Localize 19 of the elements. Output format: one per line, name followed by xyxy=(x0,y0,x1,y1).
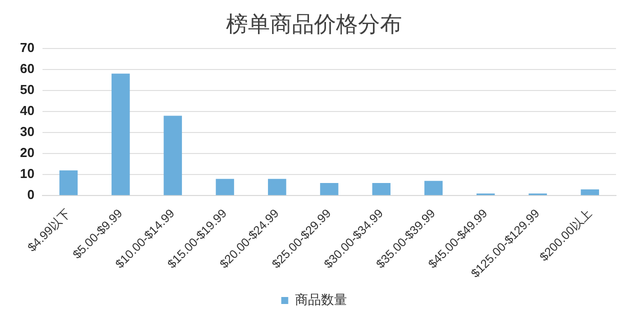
bar xyxy=(424,180,443,196)
bar xyxy=(59,170,78,196)
y-tick-label: 50 xyxy=(20,82,34,98)
bar xyxy=(216,178,234,196)
bar xyxy=(164,116,182,196)
bar xyxy=(268,178,286,196)
bar xyxy=(112,74,130,196)
chart-title: 榜单商品价格分布 xyxy=(226,11,402,36)
y-tick-label: 0 xyxy=(27,187,34,202)
bar xyxy=(320,183,338,196)
bar xyxy=(580,189,600,196)
y-tick-label: 10 xyxy=(20,166,34,182)
y-tick-label: 30 xyxy=(20,124,34,140)
y-tick-label: 60 xyxy=(20,61,34,76)
y-tick-label: 70 xyxy=(20,40,34,55)
y-tick-label: 40 xyxy=(20,103,34,118)
y-tick-label: 20 xyxy=(20,145,34,160)
legend-label: 商品数量 xyxy=(294,292,347,308)
bar xyxy=(372,183,390,196)
